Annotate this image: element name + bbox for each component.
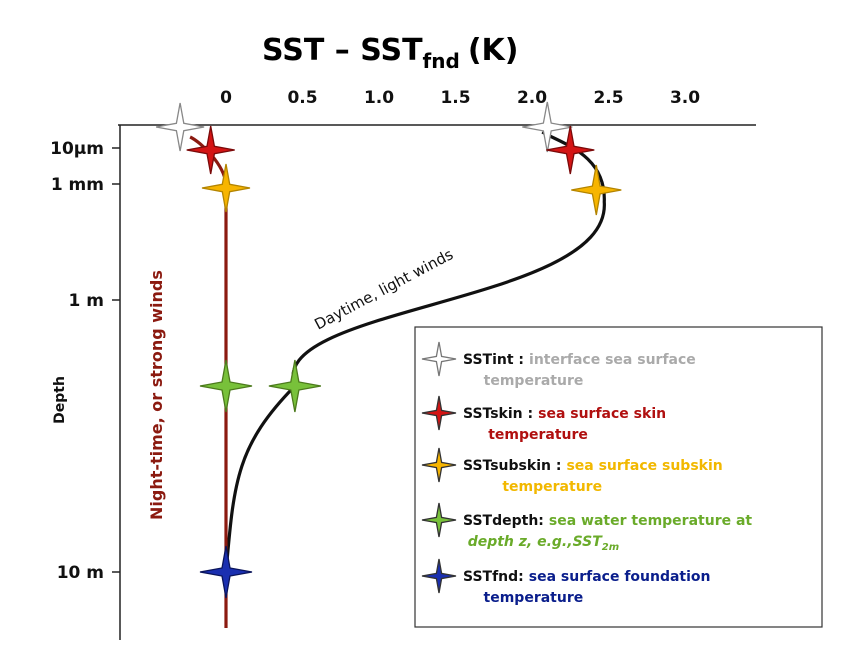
sstskin-star-day [546, 125, 595, 175]
x-tick-label: 1.5 [440, 88, 470, 108]
legend-star-3 [421, 502, 457, 538]
legend-desc-line2: temperature [484, 373, 584, 389]
chart-title: SST – SSTfnd (K) [262, 33, 518, 73]
sstsubskin-star-day [571, 164, 622, 216]
legend-star-1 [421, 395, 457, 431]
legend-desc-line1: interface sea surface [529, 352, 696, 368]
legend-star-0 [421, 341, 457, 377]
legend-name: SSTsubskin : [463, 458, 561, 474]
x-tick-label: 0 [220, 88, 232, 108]
sstsubskin-star-night [201, 163, 251, 213]
legend-desc-line2: temperature [502, 479, 602, 495]
legend-box [414, 326, 823, 628]
sstskin-star-night [186, 125, 235, 175]
legend: SSTint : interface sea surface temperature… [421, 341, 753, 606]
y-tick-label: 1 m [69, 291, 104, 311]
sstdepth-star-night [199, 359, 253, 413]
legend-name: SSTfnd: [463, 569, 524, 585]
legend-name: SSTskin : [463, 406, 533, 422]
legend-desc-line1: sea surface foundation [529, 569, 711, 585]
x-tick-label: 0.5 [287, 88, 317, 108]
nighttime-curve-label: Night-time, or strong winds [147, 270, 166, 520]
legend-desc-line1: sea surface subskin [566, 458, 722, 474]
data-stars [155, 101, 622, 599]
sstint-star-day [522, 101, 573, 153]
sstdepth-star-day [268, 359, 322, 413]
x-tick-label: 2.0 [517, 88, 547, 108]
y-tick-label: 1 mm [51, 175, 104, 195]
legend-desc-line1: sea surface skin [538, 406, 666, 422]
y-tick-label: 10µm [50, 139, 104, 159]
legend-desc-line2: temperature [484, 590, 584, 606]
x-tick-labels: 0 0.5 1.0 1.5 2.0 2.5 3.0 [220, 88, 700, 108]
sstfnd-star [199, 545, 253, 599]
legend-star-2 [421, 447, 457, 483]
x-tick-label: 1.0 [364, 88, 394, 108]
legend-star-4 [421, 558, 457, 594]
x-tick-label: 3.0 [670, 88, 700, 108]
x-tick-label: 2.5 [593, 88, 623, 108]
legend-desc-line2: temperature [488, 427, 588, 443]
sstint-star-night [155, 102, 205, 152]
y-axis-label: Depth [52, 376, 68, 424]
legend-name: SSTint : [463, 352, 524, 368]
y-tick-label: 10 m [57, 563, 104, 583]
legend-desc-line2: depth z, e.g.,SST2m [468, 534, 620, 553]
y-tick-labels: 10µm 1 mm 1 m 10 m [50, 139, 120, 583]
legend-desc-line1: sea water temperature at [549, 513, 753, 529]
legend-name: SSTdepth: [463, 513, 544, 529]
